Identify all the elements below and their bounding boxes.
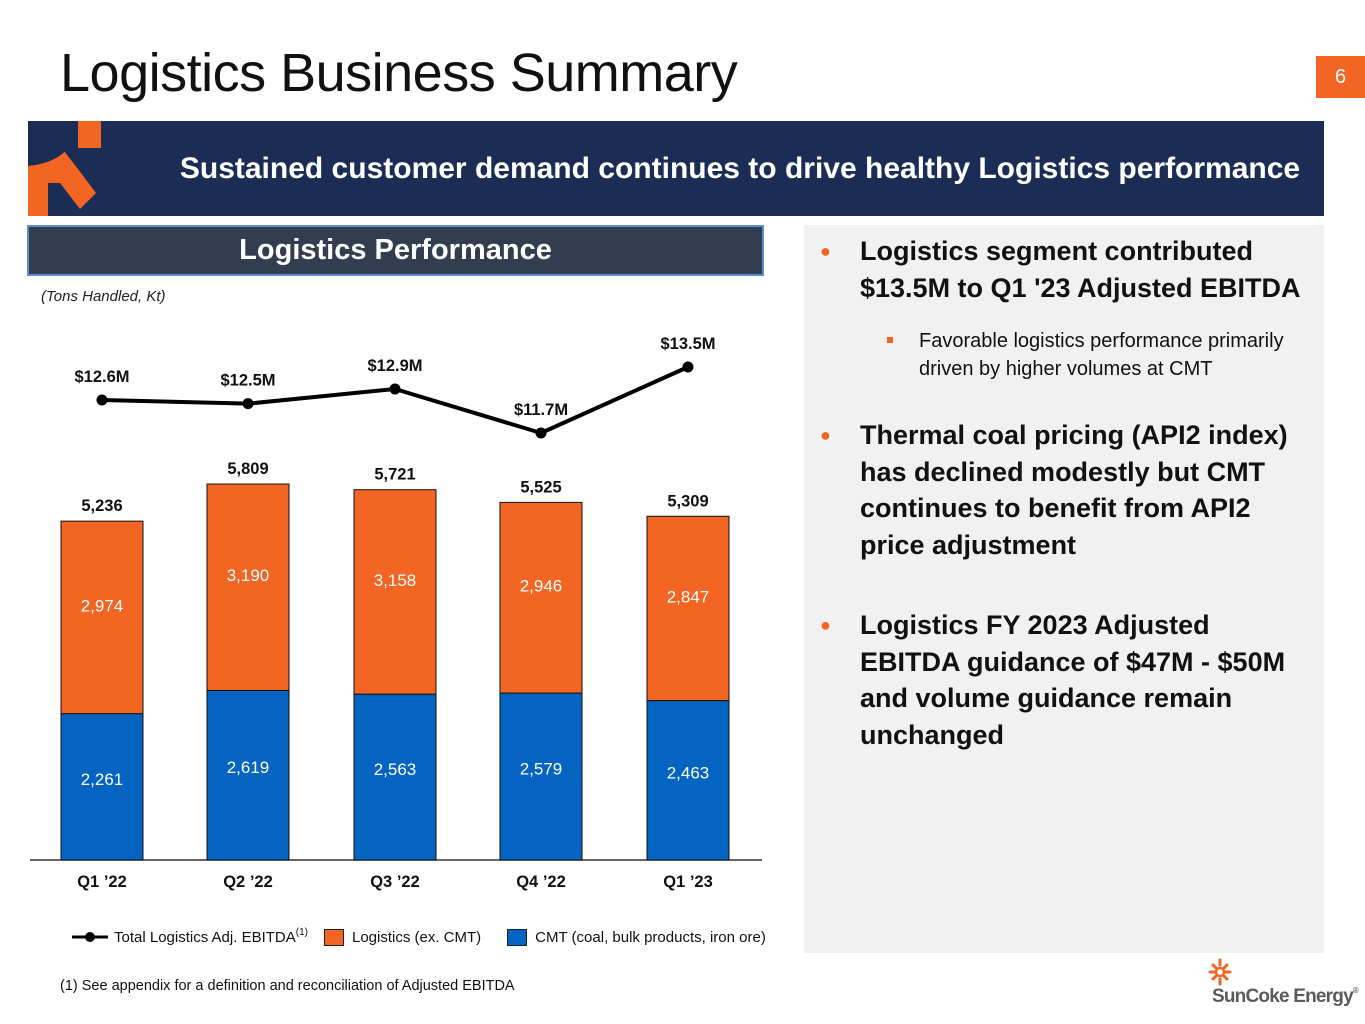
square-bullet-icon [887,337,893,343]
banner-headline: Sustained customer demand continues to d… [179,151,1301,185]
ebitda-label: $12.6M [74,368,129,386]
bullet-1: ● Logistics segment contributed $13.5M t… [820,233,1304,306]
bar-total-label: 5,809 [227,460,268,478]
ebitda-label: $12.5M [220,372,275,390]
bar-logistics [646,515,730,702]
bar-logistics [353,489,437,695]
suncoke-mark-icon [28,121,128,216]
bullet-3-text: Logistics FY 2023 Adjusted EBITDA guidan… [860,610,1286,750]
bullet-1-text: Logistics segment contributed $13.5M to … [860,236,1301,303]
ebitda-label: $11.7M [514,401,568,419]
bar-cmt [60,713,144,861]
page-number: 6 [1316,56,1365,98]
orange-swatch-icon [323,928,344,946]
bar-cmt [353,693,437,861]
bar-cmt [646,700,730,861]
registered-mark: ® [1352,986,1359,995]
bullet-dot-icon: ● [820,241,831,261]
legend-item-logistics: Logistics (ex. CMT) [323,928,482,946]
bullet-3: ● Logistics FY 2023 Adjusted EBITDA guid… [820,607,1304,753]
legend-item-ebitda: Total Logistics Adj. EBITDA (1) [72,926,308,946]
ebitda-line-layer [96,361,694,439]
x-tick-label: Q1 ’22 [77,873,127,891]
bar-total-label: 5,309 [667,492,708,510]
ebitda-point [389,383,401,395]
bar-label-cmt: 2,261 [81,770,124,789]
bar-label-cmt: 2,579 [520,760,563,779]
ebitda-label: $12.9M [367,357,422,375]
ebitda-point [242,398,254,410]
headline-banner: Sustained customer demand continues to d… [28,121,1324,216]
ebitda-point [535,427,547,439]
legend-footnote-ref: (1) [295,926,308,938]
ebitda-line [101,365,689,435]
legend-label-logistics: Logistics (ex. CMT) [351,928,482,946]
units-note: (Tons Handled, Kt) [41,288,166,305]
x-tick-label: Q2 ’22 [223,873,273,891]
legend-item-cmt: CMT (coal, bulk products, iron ore) [507,928,766,946]
labels-layer: 2,261 2,974 5,236 Q1 ’22 2,619 3,190 5,809 Q2 ’… [74,335,715,891]
sub-bullet-1-text: Favorable logistics performance primaril… [919,330,1284,380]
x-tick-label: Q4 ’22 [516,873,566,891]
ebitda-point [682,361,694,373]
footnote: (1) See appendix for a definition and re… [60,978,515,994]
chart-legend: Total Logistics Adj. EBITDA (1) Logistics… [72,925,782,949]
bar-total-label: 5,236 [81,497,122,515]
chart-header: Logistics Performance [27,225,764,276]
bar-cmt [499,692,583,861]
page-title: Logistics Business Summary [60,43,738,103]
bar-label-logistics: 3,158 [374,571,417,590]
sun-logo-icon [1208,958,1232,986]
ebitda-label: $13.5M [660,335,715,353]
x-tick-label: Q3 ’22 [370,873,420,891]
bullet-dot-icon: ● [820,615,831,635]
bar-logistics [60,520,144,715]
bar-total-label: 5,525 [520,478,561,496]
bar-label-cmt: 2,619 [227,758,270,777]
bullet-2-text: Thermal coal pricing (API2 index) has de… [860,420,1288,560]
bullet-dot-icon: ● [820,425,831,445]
bar-label-logistics: 2,847 [667,587,710,606]
logistics-performance-chart: 2,261 2,974 5,236 Q1 ’22 2,619 3,190 5,809 Q2 ’… [30,335,762,891]
bar-label-cmt: 2,463 [667,763,710,782]
bar-label-logistics: 3,190 [227,566,270,585]
brand-name: SunCoke Energy® [1212,986,1359,1008]
brand-name-text: SunCoke Energy [1212,986,1354,1007]
bars-layer [30,483,762,861]
bar-label-cmt: 2,563 [374,760,417,779]
bar-label-logistics: 2,946 [520,577,563,596]
bar-total-label: 5,721 [374,466,415,484]
legend-label-ebitda: Total Logistics Adj. EBITDA [114,928,296,946]
bar-logistics [206,483,290,691]
blue-swatch-icon [507,928,528,946]
bar-label-logistics: 2,974 [81,596,124,615]
line-marker-icon [72,932,108,942]
x-tick-label: Q1 ’23 [663,873,713,891]
commentary-panel: ● Logistics segment contributed $13.5M t… [804,225,1324,953]
bullet-2: ● Thermal coal pricing (API2 index) has … [820,417,1304,563]
suncoke-logo: SunCoke Energy® [1208,958,1359,1014]
bar-logistics [499,501,583,694]
ebitda-point [96,394,108,406]
sub-bullet-1: Favorable logistics performance primaril… [887,327,1304,383]
legend-label-cmt: CMT (coal, bulk products, iron ore) [535,928,766,946]
